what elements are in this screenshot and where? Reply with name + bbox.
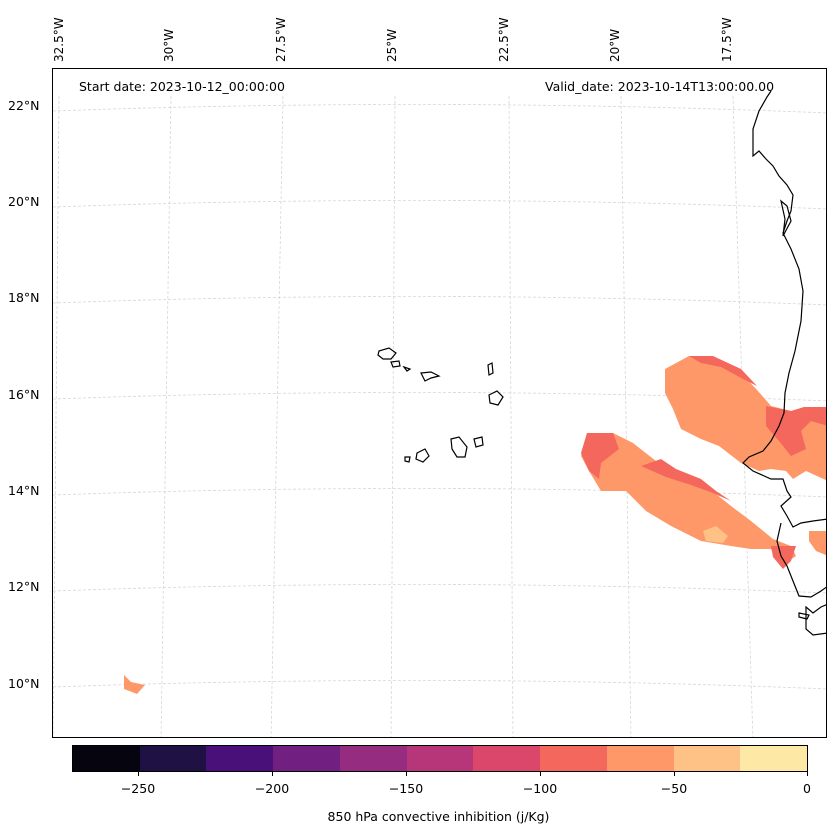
maio-island [473, 436, 484, 448]
lat-label-16n: 16°N [8, 387, 40, 402]
colorbar-bin-10 [740, 746, 808, 771]
colorbar-bin-9 [673, 746, 741, 771]
fogo-island [415, 448, 430, 463]
colorbar-label-minus100: −100 [522, 781, 558, 796]
meridian-22-5w [508, 95, 514, 737]
cin-region-south-red-1 [581, 433, 619, 479]
parallel-20n [53, 200, 826, 210]
meridian-25w [390, 95, 396, 737]
brava-island [404, 456, 411, 463]
cin-region-isolated [124, 675, 145, 694]
start-date-label: Start date: 2023-10-12_00:00:00 [79, 79, 285, 94]
parallel-22n [53, 104, 826, 114]
colorbar-bin-4 [339, 746, 407, 771]
colorbar-bin-8 [606, 746, 674, 771]
lon-label-17-5w: 17.5°W [720, 17, 734, 62]
parallel-10n [53, 680, 826, 690]
parallel-12n [53, 584, 826, 594]
cin-field [124, 356, 826, 694]
colorbar-bin-0 [73, 746, 140, 771]
cin-region-yellow [703, 526, 728, 543]
santa-luzia-island [402, 365, 412, 372]
colorbar-title: 850 hPa convective inhibition (j/Kg) [327, 809, 550, 824]
parallel-16n [53, 392, 826, 402]
colorbar-label-minus250: −250 [120, 781, 156, 796]
colorbar-bin-3 [273, 746, 340, 771]
lon-label-22-5w: 22.5°W [497, 17, 511, 62]
coastlines [742, 90, 826, 636]
sao-nicolau-island [420, 371, 441, 382]
meridian-20w [620, 95, 632, 737]
colorbar-tick [807, 772, 808, 776]
lat-label-18n: 18°N [8, 290, 40, 305]
cin-region-north-red-1 [689, 356, 757, 386]
parallel-14n [53, 488, 826, 498]
meridian-30w [160, 95, 172, 737]
sal-island [487, 362, 494, 376]
colorbar-label-zero: 0 [803, 781, 811, 796]
meridian-27-5w [270, 95, 284, 737]
colorbar-tick [138, 772, 139, 776]
lon-label-30w: 30°W [162, 28, 176, 62]
colorbar-bin-7 [540, 746, 607, 771]
colorbar-bin-5 [406, 746, 474, 771]
lat-label-20n: 20°N [8, 194, 40, 209]
santo-antao-island [377, 347, 397, 360]
mauritania-inlet [780, 199, 792, 237]
lat-label-12n: 12°N [8, 579, 40, 594]
lon-label-20w: 20°W [608, 28, 622, 62]
sao-vicente-island [390, 360, 401, 368]
cin-region-southeast [809, 531, 826, 556]
cabo-verde-islands [377, 347, 504, 463]
cin-region-south-red-2 [641, 459, 731, 501]
lat-label-22n: 22°N [8, 98, 40, 113]
cin-region-north-red-2 [766, 406, 826, 456]
colorbar-label-minus50: −50 [660, 781, 688, 796]
cin-region-south-orange [581, 433, 796, 566]
boa-vista-island [488, 390, 504, 406]
colorbar-bin-1 [139, 746, 207, 771]
colorbar-tick [272, 772, 273, 776]
map-canvas [53, 90, 826, 737]
lat-label-14n: 14°N [8, 483, 40, 498]
colorbar-bin-6 [473, 746, 541, 771]
lon-label-32-5w: 32.5°W [52, 17, 66, 62]
map-panel [52, 68, 827, 738]
bissagos-islands [798, 612, 810, 620]
colorbar-tick [674, 772, 675, 776]
guinea-coast [805, 604, 826, 636]
santiago-island [450, 436, 468, 458]
senegal-coast-south [776, 522, 826, 598]
colorbar-bin-2 [206, 746, 274, 771]
colorbar-label-minus150: −150 [388, 781, 424, 796]
colorbar-tick [540, 772, 541, 776]
lon-label-27-5w: 27.5°W [274, 17, 288, 62]
colorbar-tick [406, 772, 407, 776]
graticule [53, 95, 826, 737]
cin-region-south-red-3 [771, 546, 796, 569]
lat-label-10n: 10°N [8, 676, 40, 691]
valid-date-label: Valid_date: 2023-10-14T13:00:00.00 [545, 79, 775, 94]
lon-label-25w: 25°W [385, 28, 399, 62]
meridian-32-5w [53, 95, 60, 737]
west-africa-coast [742, 90, 826, 528]
colorbar-label-minus200: −200 [254, 781, 290, 796]
colorbar [72, 745, 808, 772]
parallel-18n [53, 296, 826, 306]
